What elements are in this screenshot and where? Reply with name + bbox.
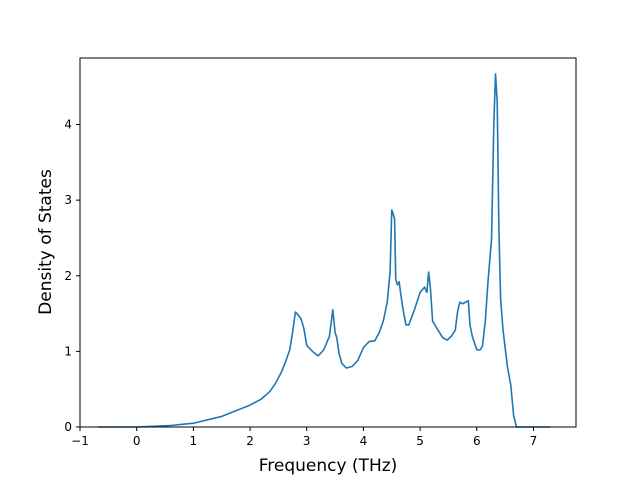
x-tick-label: 0	[133, 434, 141, 448]
y-tick-label: 4	[64, 118, 72, 132]
y-tick-label: 0	[64, 420, 72, 434]
series-layer	[98, 73, 551, 428]
y-axis: 0 1 2 3 4	[64, 118, 80, 434]
x-tick-label: 6	[473, 434, 481, 448]
x-tick-label: 2	[246, 434, 254, 448]
y-tick-label: 2	[64, 269, 72, 283]
plot-frame	[79, 57, 577, 428]
x-tick-label: 4	[360, 434, 368, 448]
x-tick-label: 7	[530, 434, 538, 448]
y-tick-label: 3	[64, 193, 72, 207]
x-tick-label: 1	[190, 434, 198, 448]
x-axis: −1 0 1 2 3 4 5 6 7	[71, 427, 537, 448]
y-tick-label: 1	[64, 344, 72, 358]
x-tick-label: 5	[416, 434, 424, 448]
x-tick-label: −1	[71, 434, 89, 448]
x-axis-label: Frequency (THz)	[259, 456, 398, 476]
series-line-0	[98, 73, 551, 428]
x-tick-label: 3	[303, 434, 311, 448]
y-axis-label: Density of States	[36, 169, 56, 315]
